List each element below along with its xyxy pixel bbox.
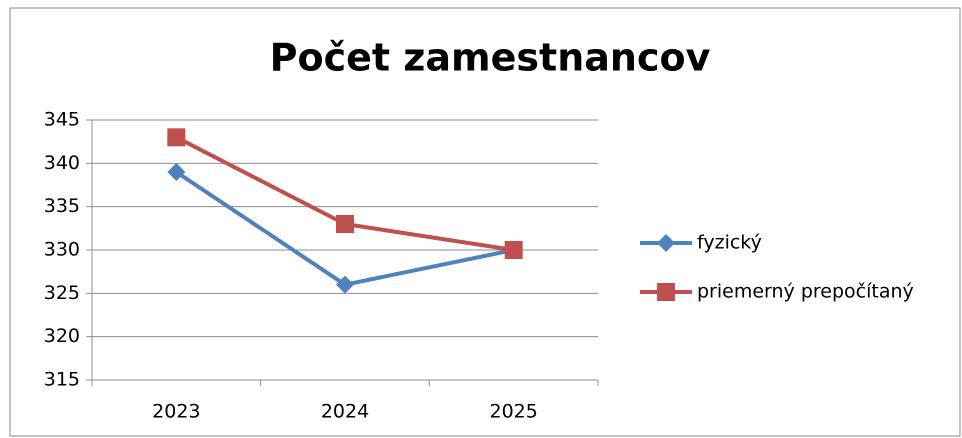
legend-label: fyzický: [697, 232, 762, 254]
marker: [167, 163, 186, 181]
marker: [504, 241, 523, 259]
x-tick-label: 2023: [152, 401, 200, 423]
y-tick-label: 345: [44, 109, 80, 131]
y-tick-label: 340: [44, 152, 80, 174]
marker: [657, 283, 675, 301]
marker: [657, 234, 675, 252]
y-tick-label: 330: [44, 239, 80, 261]
legend-label: priemerný prepočítaný: [697, 281, 914, 303]
marker: [167, 128, 186, 147]
x-tick-label: 2024: [321, 401, 369, 423]
marker: [336, 215, 354, 233]
y-tick-label: 335: [44, 195, 80, 217]
chart-border: [9, 7, 961, 437]
y-tick-label: 325: [44, 282, 80, 304]
marker: [336, 275, 354, 294]
y-tick-label: 320: [44, 325, 80, 347]
y-tick-label: 315: [44, 369, 80, 391]
chart-title: Počet zamestnancov: [270, 36, 711, 80]
x-tick-label: 2025: [489, 401, 537, 423]
